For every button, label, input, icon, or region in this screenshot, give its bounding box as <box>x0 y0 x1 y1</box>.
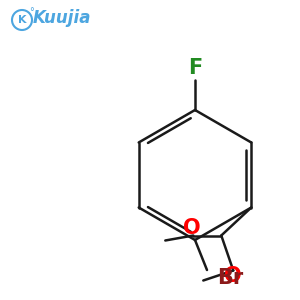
Text: °: ° <box>30 7 34 17</box>
Text: O: O <box>184 218 201 239</box>
Text: Br: Br <box>217 268 243 288</box>
Text: O: O <box>224 266 242 286</box>
Text: K: K <box>18 15 26 25</box>
Text: F: F <box>188 58 202 78</box>
Text: Kuujia: Kuujia <box>33 9 91 27</box>
